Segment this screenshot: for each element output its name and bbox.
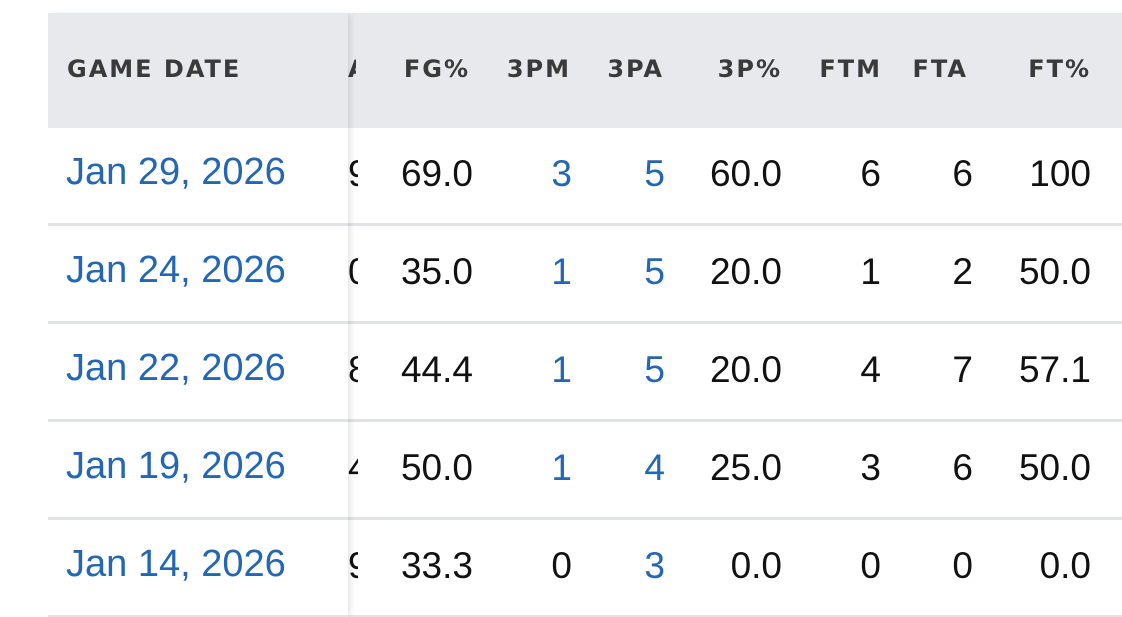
table-row: 9 69.0 3 5 60.0 6 6 100: [348, 128, 1122, 226]
3pm-cell: 0: [551, 545, 572, 586]
3pa-cell[interactable]: 5: [644, 251, 665, 292]
game-date-link[interactable]: Jan 19, 2026: [66, 445, 286, 487]
ftm-cell: 1: [860, 251, 881, 292]
fta-cell: 6: [952, 447, 973, 488]
ftm-cell: 0: [860, 545, 881, 586]
game-date-link[interactable]: Jan 14, 2026: [66, 543, 286, 585]
3p-pct-cell: 60.0: [709, 153, 782, 194]
game-date-link[interactable]: Jan 22, 2026: [66, 347, 286, 389]
ft-pct-cell: 0.0: [1039, 545, 1091, 586]
partial-column-header: A: [348, 55, 356, 83]
game-date-link[interactable]: Jan 29, 2026: [66, 151, 286, 193]
fta-cell: 7: [952, 349, 973, 390]
fta-cell: 2: [952, 251, 973, 292]
3p-pct-header[interactable]: 3P%: [717, 55, 782, 83]
3pm-cell[interactable]: 1: [551, 447, 572, 488]
ftm-cell: 3: [860, 447, 881, 488]
fg-pct-header[interactable]: FG%: [403, 55, 470, 83]
partial-cell: 9: [348, 545, 358, 587]
3pa-header[interactable]: 3PA: [607, 55, 664, 83]
date-row: Jan 29, 2026: [48, 128, 348, 226]
table-row: 0 35.0 1 5 20.0 1 2 50.0: [348, 226, 1122, 324]
partial-cell: 0: [348, 251, 358, 293]
ftm-cell: 4: [860, 349, 881, 390]
3pa-cell[interactable]: 3: [644, 545, 665, 586]
date-row: Jan 14, 2026: [48, 520, 348, 617]
partial-cell: 4: [348, 447, 358, 489]
fg-pct-cell: 44.4: [400, 349, 473, 390]
fg-pct-cell: 35.0: [400, 251, 473, 292]
stats-header-row: A FG% 3PM 3PA 3P% FTM FTA FT%: [348, 13, 1122, 128]
date-row: Jan 24, 2026: [48, 226, 348, 324]
date-row: Jan 19, 2026: [48, 422, 348, 520]
stats-scroll-area[interactable]: A FG% 3PM 3PA 3P% FTM FTA FT% 9 69.0 3 5…: [348, 13, 1122, 617]
game-date-header[interactable]: GAME DATE: [67, 55, 242, 83]
partial-cell: 8: [348, 349, 358, 391]
fta-cell: 6: [952, 153, 973, 194]
ft-pct-cell: 100: [1029, 153, 1091, 194]
fg-pct-cell: 69.0: [400, 153, 473, 194]
3pm-cell[interactable]: 1: [551, 349, 572, 390]
ftm-cell: 6: [860, 153, 881, 194]
game-date-link[interactable]: Jan 24, 2026: [66, 249, 286, 291]
3p-pct-cell: 20.0: [709, 349, 782, 390]
ftm-header[interactable]: FTM: [819, 55, 882, 83]
table-row: 8 44.4 1 5 20.0 4 7 57.1: [348, 324, 1122, 422]
3pm-cell[interactable]: 3: [551, 153, 572, 194]
partial-cell: 9: [348, 153, 358, 195]
date-row: Jan 22, 2026: [48, 324, 348, 422]
ft-pct-cell: 57.1: [1018, 349, 1091, 390]
ft-pct-header[interactable]: FT%: [1028, 55, 1091, 83]
3p-pct-cell: 0.0: [730, 545, 782, 586]
3p-pct-cell: 25.0: [709, 447, 782, 488]
table-row: 4 50.0 1 4 25.0 3 6 50.0: [348, 422, 1122, 520]
fg-pct-cell: 33.3: [400, 545, 473, 586]
fta-header[interactable]: FTA: [912, 55, 968, 83]
fta-cell: 0: [952, 545, 973, 586]
3pa-cell[interactable]: 5: [644, 349, 665, 390]
3pm-cell[interactable]: 1: [551, 251, 572, 292]
frozen-date-column: GAME DATE Jan 29, 2026 Jan 24, 2026 Jan …: [48, 13, 348, 617]
3pa-cell[interactable]: 5: [644, 153, 665, 194]
3pa-cell[interactable]: 4: [644, 447, 665, 488]
table-row: 9 33.3 0 3 0.0 0 0 0.0: [348, 520, 1122, 617]
ft-pct-cell: 50.0: [1018, 251, 1091, 292]
fg-pct-cell: 50.0: [400, 447, 473, 488]
date-header-cell: GAME DATE: [48, 13, 348, 128]
ft-pct-cell: 50.0: [1018, 447, 1091, 488]
3p-pct-cell: 20.0: [709, 251, 782, 292]
3pm-header[interactable]: 3PM: [506, 55, 571, 83]
